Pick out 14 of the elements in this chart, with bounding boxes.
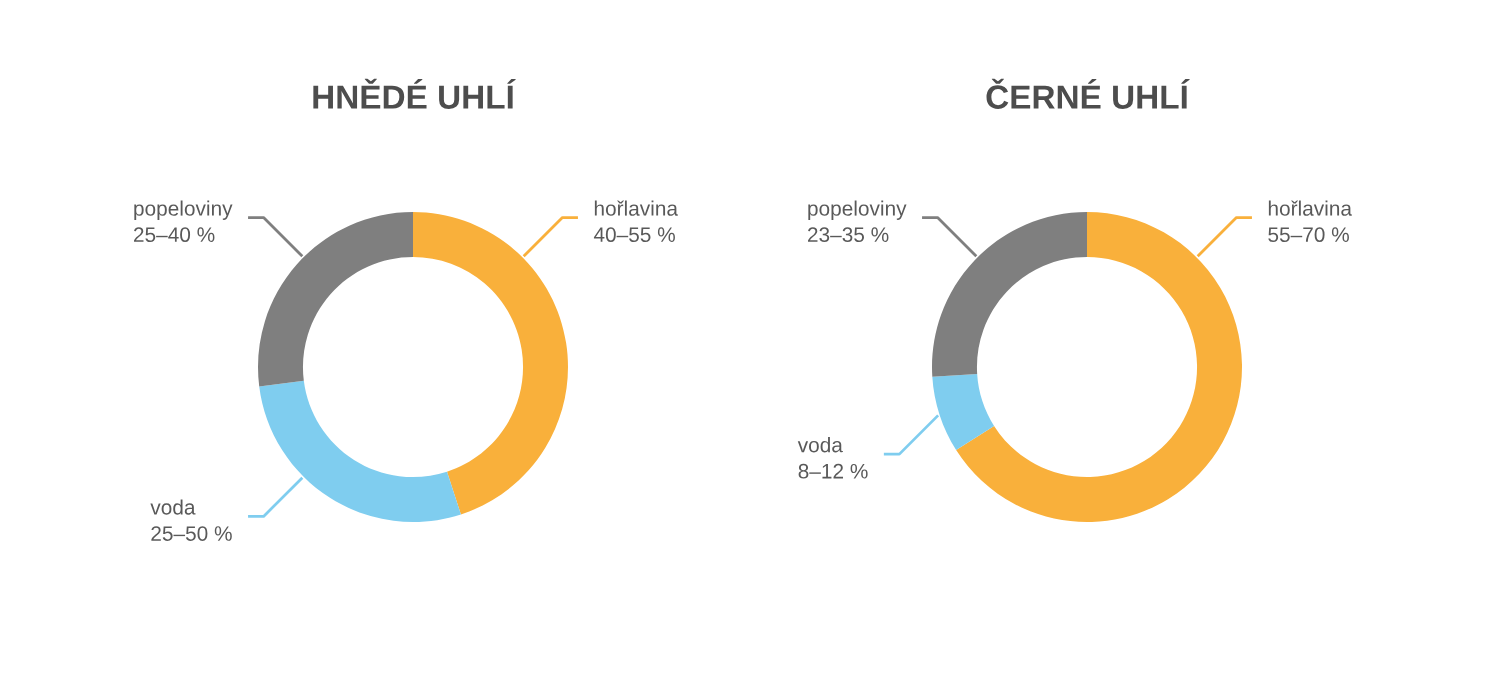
slice-label: popeloviny (134, 200, 233, 220)
chart-title: HNĚDÉ UHLÍ (313, 78, 516, 109)
chart-title: ČERNÉ UHLÍ (986, 78, 1190, 109)
slice-label: hořlavina (594, 200, 678, 216)
text: 25–50 % (151, 526, 232, 541)
slice-label: popeloviny (808, 200, 907, 220)
text: 23–35 % (808, 227, 889, 243)
slice-label: hořlavina (1268, 200, 1352, 216)
text: 40–55 % (593, 227, 675, 243)
text: 55–70 % (1268, 227, 1349, 243)
legend-label: voda (797, 437, 843, 453)
text: 8–12 % (798, 463, 868, 479)
text: 25–40 % (134, 227, 215, 243)
slice-label: voda (150, 499, 196, 515)
